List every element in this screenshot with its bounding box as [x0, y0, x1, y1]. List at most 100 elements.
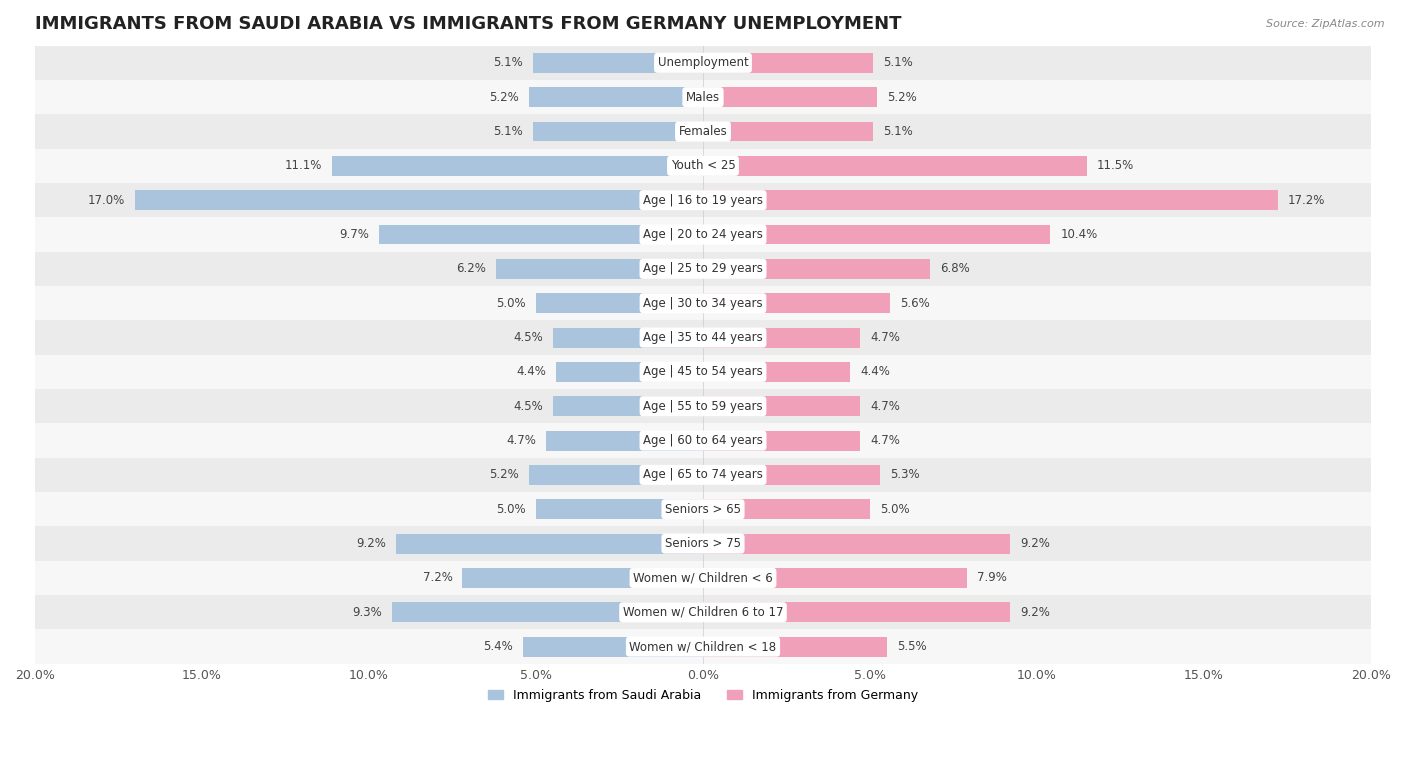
- Text: Women w/ Children 6 to 17: Women w/ Children 6 to 17: [623, 606, 783, 618]
- Bar: [703, 87, 877, 107]
- Text: 5.1%: 5.1%: [494, 125, 523, 138]
- Bar: [35, 286, 1371, 320]
- Bar: [35, 458, 1371, 492]
- Bar: [703, 362, 851, 382]
- Text: 10.4%: 10.4%: [1060, 228, 1098, 241]
- Text: Unemployment: Unemployment: [658, 56, 748, 70]
- Bar: [703, 225, 1050, 245]
- Text: Youth < 25: Youth < 25: [671, 160, 735, 173]
- Text: 5.0%: 5.0%: [496, 297, 526, 310]
- Bar: [703, 259, 931, 279]
- Bar: [35, 595, 1371, 629]
- Text: 5.5%: 5.5%: [897, 640, 927, 653]
- Text: 9.2%: 9.2%: [1021, 537, 1050, 550]
- Text: 5.2%: 5.2%: [489, 469, 519, 481]
- Bar: [35, 561, 1371, 595]
- Bar: [35, 217, 1371, 251]
- Text: 7.2%: 7.2%: [423, 572, 453, 584]
- Text: 5.4%: 5.4%: [482, 640, 513, 653]
- Text: 5.2%: 5.2%: [489, 91, 519, 104]
- Text: 5.1%: 5.1%: [494, 56, 523, 70]
- Bar: [536, 500, 703, 519]
- Bar: [35, 629, 1371, 664]
- Text: Age | 55 to 59 years: Age | 55 to 59 years: [643, 400, 763, 413]
- Text: Seniors > 75: Seniors > 75: [665, 537, 741, 550]
- Legend: Immigrants from Saudi Arabia, Immigrants from Germany: Immigrants from Saudi Arabia, Immigrants…: [484, 684, 922, 707]
- Bar: [35, 183, 1371, 217]
- Text: IMMIGRANTS FROM SAUDI ARABIA VS IMMIGRANTS FROM GERMANY UNEMPLOYMENT: IMMIGRANTS FROM SAUDI ARABIA VS IMMIGRAN…: [35, 15, 901, 33]
- Text: Age | 65 to 74 years: Age | 65 to 74 years: [643, 469, 763, 481]
- Bar: [332, 156, 703, 176]
- Bar: [553, 328, 703, 347]
- Text: 9.7%: 9.7%: [339, 228, 368, 241]
- Text: 11.5%: 11.5%: [1097, 160, 1135, 173]
- Bar: [546, 431, 703, 450]
- Text: Women w/ Children < 18: Women w/ Children < 18: [630, 640, 776, 653]
- Text: Age | 30 to 34 years: Age | 30 to 34 years: [643, 297, 763, 310]
- Text: 17.0%: 17.0%: [89, 194, 125, 207]
- Bar: [703, 122, 873, 142]
- Text: 6.8%: 6.8%: [941, 263, 970, 276]
- Text: 7.9%: 7.9%: [977, 572, 1007, 584]
- Text: 6.2%: 6.2%: [456, 263, 486, 276]
- Text: 4.7%: 4.7%: [870, 400, 900, 413]
- Bar: [35, 251, 1371, 286]
- Text: 4.5%: 4.5%: [513, 331, 543, 344]
- Text: 9.2%: 9.2%: [1021, 606, 1050, 618]
- Bar: [35, 148, 1371, 183]
- Bar: [35, 492, 1371, 526]
- Text: 4.5%: 4.5%: [513, 400, 543, 413]
- Text: Age | 25 to 29 years: Age | 25 to 29 years: [643, 263, 763, 276]
- Bar: [536, 293, 703, 313]
- Bar: [35, 526, 1371, 561]
- Text: 4.4%: 4.4%: [860, 366, 890, 378]
- Text: Males: Males: [686, 91, 720, 104]
- Bar: [703, 500, 870, 519]
- Text: 11.1%: 11.1%: [285, 160, 322, 173]
- Text: Women w/ Children < 6: Women w/ Children < 6: [633, 572, 773, 584]
- Bar: [35, 45, 1371, 80]
- Text: 9.3%: 9.3%: [353, 606, 382, 618]
- Bar: [703, 568, 967, 588]
- Bar: [35, 80, 1371, 114]
- Bar: [703, 156, 1087, 176]
- Bar: [35, 389, 1371, 423]
- Bar: [380, 225, 703, 245]
- Bar: [533, 53, 703, 73]
- Bar: [703, 603, 1011, 622]
- Bar: [529, 465, 703, 485]
- Text: 5.3%: 5.3%: [890, 469, 920, 481]
- Text: 5.6%: 5.6%: [900, 297, 929, 310]
- Bar: [553, 396, 703, 416]
- Text: 5.0%: 5.0%: [496, 503, 526, 516]
- Text: 5.1%: 5.1%: [883, 125, 912, 138]
- Bar: [703, 431, 860, 450]
- Text: 4.7%: 4.7%: [506, 434, 536, 447]
- Text: 4.4%: 4.4%: [516, 366, 546, 378]
- Text: Source: ZipAtlas.com: Source: ZipAtlas.com: [1267, 19, 1385, 29]
- Bar: [703, 396, 860, 416]
- Bar: [496, 259, 703, 279]
- Bar: [392, 603, 703, 622]
- Bar: [703, 293, 890, 313]
- Bar: [533, 122, 703, 142]
- Text: Age | 60 to 64 years: Age | 60 to 64 years: [643, 434, 763, 447]
- Bar: [703, 465, 880, 485]
- Text: 5.0%: 5.0%: [880, 503, 910, 516]
- Bar: [703, 637, 887, 656]
- Bar: [523, 637, 703, 656]
- Text: Age | 35 to 44 years: Age | 35 to 44 years: [643, 331, 763, 344]
- Bar: [135, 190, 703, 210]
- Bar: [35, 355, 1371, 389]
- Text: Age | 16 to 19 years: Age | 16 to 19 years: [643, 194, 763, 207]
- Bar: [703, 53, 873, 73]
- Bar: [703, 190, 1278, 210]
- Bar: [463, 568, 703, 588]
- Text: 4.7%: 4.7%: [870, 331, 900, 344]
- Bar: [35, 423, 1371, 458]
- Bar: [35, 114, 1371, 148]
- Text: Age | 20 to 24 years: Age | 20 to 24 years: [643, 228, 763, 241]
- Text: Females: Females: [679, 125, 727, 138]
- Bar: [555, 362, 703, 382]
- Text: Age | 45 to 54 years: Age | 45 to 54 years: [643, 366, 763, 378]
